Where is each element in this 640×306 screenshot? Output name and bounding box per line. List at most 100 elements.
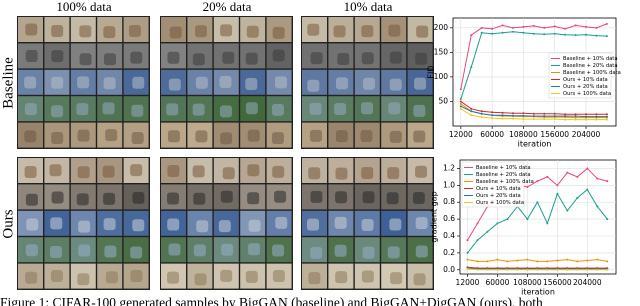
sample-object — [77, 129, 90, 142]
sample-object — [271, 103, 284, 116]
point — [466, 258, 469, 261]
sample-object — [245, 52, 258, 65]
sample-object — [130, 269, 143, 282]
x-tick-label: 60000 — [486, 278, 510, 287]
point — [605, 113, 608, 116]
point — [466, 239, 469, 242]
point — [596, 258, 599, 261]
sample-object — [222, 51, 235, 64]
sample-object — [334, 216, 347, 229]
point — [556, 184, 559, 187]
point — [606, 260, 609, 263]
point — [576, 197, 579, 199]
sample-object — [166, 103, 179, 116]
sample-object — [247, 164, 260, 177]
sample-object — [167, 164, 180, 177]
point — [605, 22, 608, 25]
point — [574, 116, 577, 119]
point — [564, 113, 567, 116]
sample-object — [25, 50, 38, 63]
sample-object — [103, 218, 116, 231]
point — [480, 26, 483, 29]
point — [522, 118, 525, 121]
x-tick-label: 108000 — [509, 130, 538, 139]
sample-object — [415, 165, 428, 178]
sample-object — [248, 219, 261, 232]
sample-object — [308, 167, 321, 180]
x-tick-label: 156000 — [543, 278, 572, 287]
point — [564, 115, 567, 118]
sample-object — [415, 217, 428, 230]
legend-box — [548, 52, 612, 99]
sample-object — [105, 129, 118, 142]
point — [605, 35, 608, 38]
point — [470, 34, 473, 37]
sample-object — [50, 269, 63, 282]
column-label: 10% data — [344, 0, 393, 14]
point — [574, 118, 577, 121]
point — [501, 117, 504, 120]
sample-object — [361, 25, 374, 38]
legend-label: Ours + 100% data — [563, 91, 611, 97]
sample-object — [192, 165, 205, 178]
sample-object — [272, 26, 285, 39]
point — [556, 259, 559, 262]
sample-object — [415, 245, 428, 258]
sample-object — [128, 24, 141, 37]
sample-object — [76, 103, 89, 116]
sample-object — [51, 105, 64, 118]
sample-object — [386, 192, 399, 205]
sample-object — [51, 25, 64, 38]
sample-object — [220, 190, 233, 203]
sample-object — [51, 76, 64, 89]
y-axis-label: gradient gap — [430, 191, 439, 242]
sample-object — [130, 164, 143, 177]
point — [553, 32, 556, 35]
sample-object — [103, 192, 116, 205]
point — [532, 32, 535, 35]
point — [501, 31, 504, 34]
point — [564, 27, 567, 30]
sample-object — [307, 218, 320, 231]
sample-object — [218, 220, 231, 233]
point — [491, 114, 494, 117]
y-tick-label: 0.2 — [443, 248, 455, 257]
sample-object — [167, 218, 180, 231]
legend-label: Ours + 20% data — [476, 193, 521, 199]
y-tick-label: 0.0 — [443, 265, 455, 274]
point — [470, 114, 473, 117]
sample-object — [78, 244, 91, 257]
sample-object — [220, 269, 233, 282]
sample-object — [220, 24, 233, 37]
point — [459, 88, 462, 91]
point — [564, 118, 567, 121]
sample-object — [272, 244, 285, 257]
sample-object — [361, 102, 374, 115]
point — [585, 118, 588, 121]
point — [543, 112, 546, 115]
point — [596, 268, 599, 271]
sample-object — [310, 190, 323, 203]
sample-object — [130, 246, 143, 259]
point — [595, 113, 598, 116]
sample-object — [245, 102, 258, 115]
sample-object — [415, 52, 428, 65]
point — [536, 201, 539, 204]
sample-object — [103, 77, 116, 90]
legend-label: Baseline + 100% data — [563, 70, 621, 76]
sample-object — [103, 53, 116, 66]
sample-object — [49, 164, 62, 177]
sample-object — [334, 244, 347, 257]
sample-object — [51, 131, 64, 144]
sample-object — [195, 130, 208, 143]
sample-object — [102, 165, 115, 178]
sample-object — [196, 220, 209, 233]
sample-object — [247, 129, 260, 142]
point — [595, 34, 598, 37]
point — [480, 31, 483, 34]
point — [466, 251, 469, 254]
sample-object — [192, 103, 205, 116]
point — [522, 112, 525, 115]
point — [546, 222, 549, 225]
